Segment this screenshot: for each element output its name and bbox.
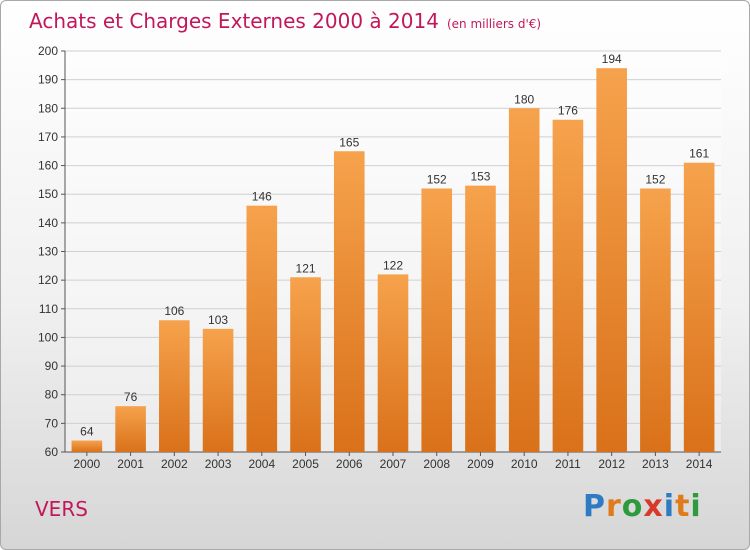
y-tick-label: 70 <box>45 416 59 430</box>
bar-value-label: 122 <box>383 258 403 272</box>
y-tick-label: 80 <box>45 388 59 402</box>
x-tick-label: 2003 <box>205 457 232 471</box>
bar-value-label: 161 <box>689 147 709 161</box>
x-tick-label: 2008 <box>423 457 450 471</box>
bar-value-label: 176 <box>558 104 578 118</box>
bar-value-label: 106 <box>164 304 184 318</box>
x-tick-label: 2006 <box>336 457 363 471</box>
y-tick-label: 120 <box>38 273 58 287</box>
x-tick-label: 2013 <box>642 457 669 471</box>
y-tick-label: 170 <box>38 130 58 144</box>
x-tick-label: 2012 <box>598 457 625 471</box>
bar-value-label: 121 <box>296 261 316 275</box>
chart-title-text: Achats et Charges Externes 2000 à 2014 <box>29 9 439 33</box>
x-tick-label: 2004 <box>248 457 275 471</box>
x-tick-label: 2010 <box>511 457 538 471</box>
bar <box>465 185 496 452</box>
x-tick-label: 2001 <box>117 457 144 471</box>
y-tick-label: 160 <box>38 159 58 173</box>
x-tick-label: 2009 <box>467 457 494 471</box>
bar-value-label: 165 <box>339 135 359 149</box>
bar-value-label: 152 <box>427 172 447 186</box>
logo-letter: r <box>606 489 622 524</box>
bar-value-label: 194 <box>602 52 622 66</box>
logo-letter: x <box>643 489 664 524</box>
x-tick-label: 2002 <box>161 457 188 471</box>
logo-letter: P <box>583 489 606 524</box>
logo-letter: o <box>621 489 644 524</box>
bar <box>333 151 365 452</box>
proxiti-logo: Proxiti <box>583 489 702 524</box>
y-tick-label: 130 <box>38 245 58 259</box>
bar-value-label: 180 <box>514 92 534 106</box>
x-tick-label: 2014 <box>686 457 713 471</box>
bar <box>640 188 671 452</box>
logo-letter: i <box>690 489 702 524</box>
y-tick-label: 60 <box>45 445 59 459</box>
bar-value-label: 146 <box>252 190 272 204</box>
bar <box>421 188 453 452</box>
bar <box>508 108 540 453</box>
logo-letter: i <box>663 489 676 524</box>
y-tick-label: 90 <box>45 359 59 373</box>
y-tick-label: 100 <box>38 330 58 344</box>
x-tick-label: 2007 <box>380 457 407 471</box>
y-tick-label: 150 <box>38 187 58 201</box>
y-tick-label: 200 <box>38 44 58 58</box>
bar <box>71 440 103 452</box>
y-tick-label: 180 <box>38 101 58 115</box>
commune-name: VERS <box>35 497 88 521</box>
chart-title: Achats et Charges Externes 2000 à 2014 (e… <box>29 9 541 33</box>
bar <box>290 277 321 452</box>
y-tick-label: 190 <box>38 73 58 87</box>
bar <box>159 320 190 452</box>
bar-value-label: 103 <box>208 313 228 327</box>
bar <box>683 162 715 452</box>
chart-subtitle: (en milliers d'€) <box>446 17 542 31</box>
x-tick-label: 2005 <box>292 457 319 471</box>
bar <box>115 406 146 452</box>
bar <box>552 119 584 452</box>
bar-value-label: 64 <box>80 425 94 439</box>
bar-value-label: 152 <box>645 172 665 186</box>
bar <box>202 328 234 452</box>
bar-value-label: 76 <box>124 390 138 404</box>
bar <box>596 68 627 452</box>
bar-value-label: 153 <box>470 170 490 184</box>
logo-letter: t <box>675 489 691 524</box>
x-tick-label: 2000 <box>74 457 101 471</box>
y-tick-label: 140 <box>38 216 58 230</box>
y-tick-label: 110 <box>39 302 58 316</box>
bar <box>377 274 409 452</box>
bar <box>246 205 278 452</box>
x-tick-label: 2011 <box>555 457 581 471</box>
